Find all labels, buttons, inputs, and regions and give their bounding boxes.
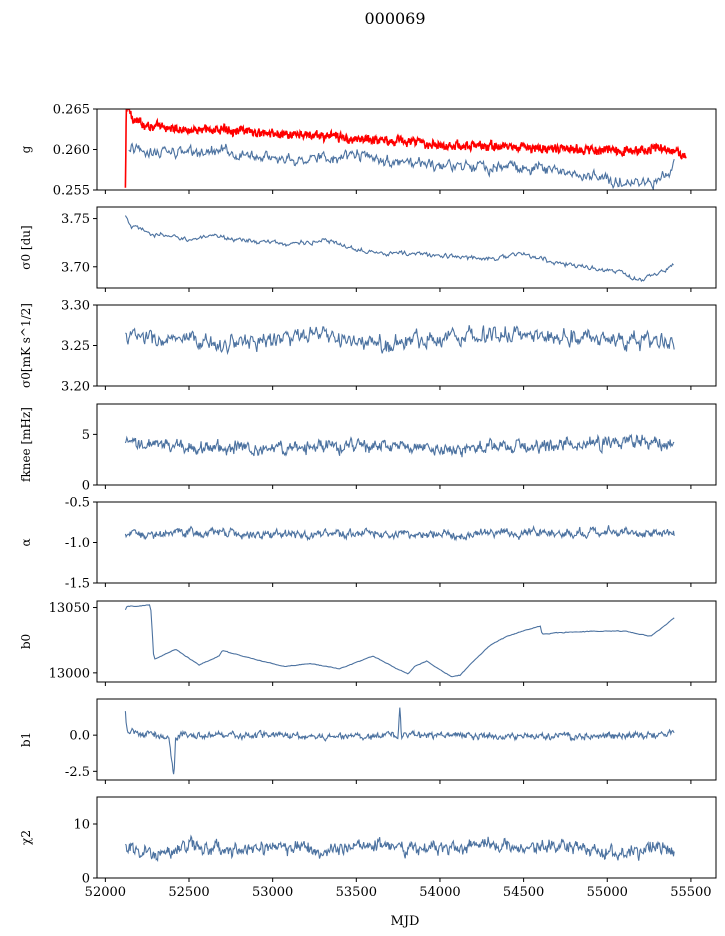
y-axis-label: α <box>19 538 33 546</box>
y-tick-label: 10 <box>73 818 90 833</box>
y-tick-label: -1.0 <box>65 536 90 551</box>
x-axis-label: MJD <box>391 914 420 929</box>
y-axis-label: b0 <box>19 634 33 649</box>
series-line <box>124 604 675 678</box>
figure-title: 000069 <box>364 9 425 28</box>
x-tick-label: 55500 <box>670 885 711 900</box>
axes-frame <box>96 600 717 683</box>
axes-frame <box>96 501 717 584</box>
y-axis-label: fknee [mHz] <box>19 407 33 482</box>
y-tick-label: 3.25 <box>61 339 90 354</box>
x-tick-label: 52000 <box>85 885 126 900</box>
y-tick-label: -2.5 <box>65 765 90 780</box>
y-tick-label: 3.70 <box>61 260 90 275</box>
x-tick-label: 53500 <box>336 885 377 900</box>
x-tick-label: 55000 <box>587 885 628 900</box>
series-line <box>125 325 675 356</box>
x-tick-label: 53000 <box>252 885 293 900</box>
axes-frame <box>96 403 717 486</box>
axes-frame <box>96 796 717 879</box>
y-axis-label: g <box>19 145 33 153</box>
y-tick-label: 13000 <box>49 666 90 681</box>
y-tick-label: -0.5 <box>65 496 90 511</box>
y-tick-label: 0.265 <box>53 103 90 118</box>
y-tick-label: 3.20 <box>61 380 90 395</box>
y-tick-label: -1.5 <box>65 577 90 592</box>
y-tick-label: 0 <box>82 479 90 494</box>
series-line <box>124 524 675 542</box>
panel-3: 3.20 3.25 3.30 σ0[mK s^1/2] <box>19 299 717 395</box>
y-axis-label: σ0[mK s^1/2] <box>19 303 33 388</box>
y-tick-label: 0.0 <box>69 729 90 744</box>
series-line <box>124 215 674 283</box>
y-tick-label: 3.30 <box>61 299 90 314</box>
series-line <box>128 142 675 190</box>
series-line <box>124 834 675 863</box>
y-tick-label: 0.255 <box>53 184 90 199</box>
panel-5: -1.5 -1.0 -0.5 α <box>19 496 717 592</box>
x-tick-label: 54500 <box>503 885 544 900</box>
y-axis-label: σ0 [du] <box>19 225 33 269</box>
y-axis-label: χ2 <box>19 830 33 845</box>
panel-2: 3.70 3.75 σ0 [du] <box>19 206 717 292</box>
x-tick-label: 52500 <box>168 885 209 900</box>
panel-8: 0 10 52000 52500 53000 53500 54000 54500 55000 55… <box>19 796 717 900</box>
panel-7: -2.5 0.0 b1 <box>19 698 717 784</box>
axes-frame <box>96 108 717 191</box>
series-line <box>124 707 675 775</box>
y-tick-label: 0.260 <box>53 143 90 158</box>
x-tick-label: 54000 <box>419 885 460 900</box>
y-tick-label: 5 <box>82 428 90 443</box>
panel-1: 0.255 0.260 0.265 g <box>19 103 717 199</box>
axes-frame <box>96 206 717 289</box>
panel-4: 0 5 fknee [mHz] <box>19 403 717 494</box>
series-line <box>124 433 675 458</box>
axes-frame <box>96 698 717 781</box>
series-line <box>124 109 687 188</box>
y-tick-label: 3.75 <box>61 212 90 227</box>
y-tick-label: 13050 <box>49 601 90 616</box>
y-tick-label: 0 <box>82 872 90 887</box>
y-axis-label: b1 <box>19 732 33 747</box>
panel-6: 13000 13050 b0 <box>19 600 717 686</box>
